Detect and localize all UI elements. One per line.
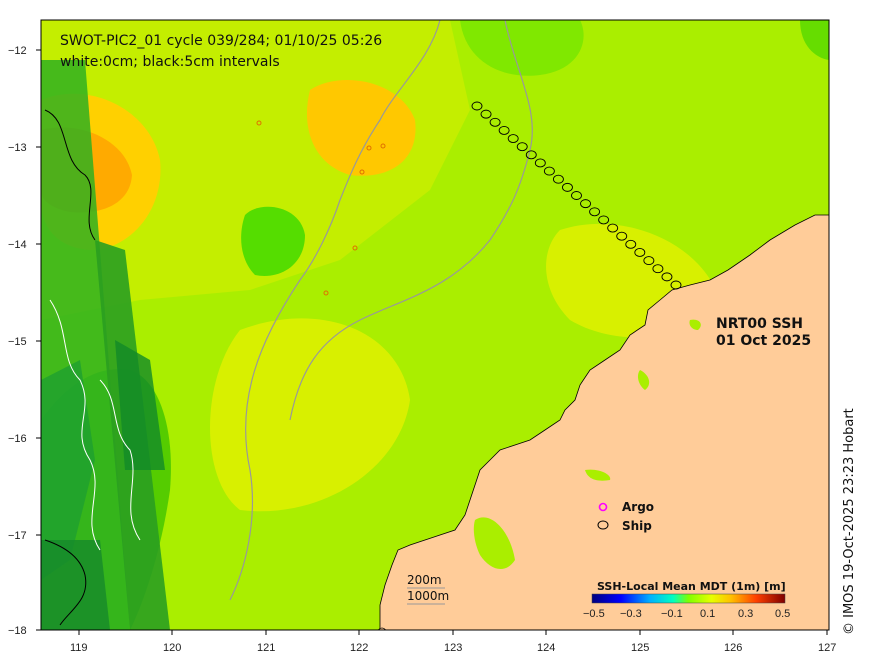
colorbar-tick-label: 0.3 (738, 608, 753, 620)
zero-contour (99, 379, 141, 541)
ssh-region (210, 318, 410, 512)
ship-position-marker (652, 264, 664, 274)
ship-position-marker (634, 248, 646, 257)
map-legend: Argo Ship (597, 500, 654, 533)
legend-ship-label: Ship (622, 519, 652, 533)
x-tick-label: 120 (163, 642, 181, 654)
colorbar: SSH-Local Mean MDT (1m) [m] −0.5 −0.3 −0… (583, 580, 790, 620)
ship-position-marker (552, 174, 564, 184)
ship-position-marker (670, 280, 682, 290)
x-tick-label: 125 (631, 642, 649, 654)
depth-legend: 200m 1000m (407, 573, 449, 605)
x-tick-label: 122 (350, 642, 368, 654)
isobath-200m (229, 20, 441, 601)
depth-200m-label: 200m (407, 573, 442, 587)
colorbar-gradient (591, 593, 786, 604)
product-date: 01 Oct 2025 (716, 333, 811, 349)
ship-position-marker (589, 207, 601, 217)
x-tick-label: 126 (724, 642, 742, 654)
y-tick-label: −17 (8, 530, 27, 542)
ship-position-marker (471, 101, 483, 111)
ship-position-marker (661, 272, 673, 282)
x-tick-label: 119 (70, 642, 88, 654)
ship-position-marker (498, 125, 510, 135)
x-tick-label: 124 (537, 642, 555, 654)
ship-position-marker (625, 239, 637, 249)
y-tick-label: −14 (8, 239, 27, 251)
island (378, 627, 386, 630)
five-cm-contour (44, 109, 96, 241)
ship-position-marker (516, 142, 528, 152)
swot-swath-right (95, 240, 170, 630)
colorbar-label: SSH-Local Mean MDT (1m) [m] (597, 580, 786, 593)
y-tick-label: −15 (8, 336, 27, 348)
ship-position-marker (562, 182, 573, 192)
y-axis: −12 −13 −14 −15 −16 −17 −18 (8, 45, 41, 637)
plot-frame (40, 19, 830, 631)
zero-contour (49, 299, 101, 551)
ship-position-marker (643, 256, 655, 266)
x-axis: 119 120 121 122 123 124 125 126 127 (70, 630, 836, 654)
y-tick-label: −13 (8, 142, 27, 154)
colorbar-tick-label: 0.1 (700, 608, 715, 620)
ship-position-marker (598, 215, 610, 225)
legend-argo-label: Argo (622, 500, 654, 514)
x-tick-label: 121 (257, 642, 275, 654)
ship-position-marker (525, 150, 537, 160)
coast-inlet (585, 469, 611, 481)
ssh-low (241, 206, 305, 276)
ship-position-marker (489, 117, 501, 127)
x-tick-label: 127 (818, 642, 836, 654)
map-title: SWOT-PIC2_01 cycle 039/284; 01/10/25 05:… (60, 33, 382, 49)
ssh-low (800, 20, 829, 60)
ship-position-marker (607, 223, 619, 233)
ship-position-marker (543, 166, 555, 176)
x-tick-label: 123 (444, 642, 462, 654)
ship-position-marker (580, 199, 591, 209)
ssh-low (460, 20, 584, 76)
coast-inlet (689, 319, 701, 330)
colorbar-tick-label: 0.5 (775, 608, 790, 620)
ssh-high (306, 80, 416, 176)
argo-symbol-icon (598, 502, 608, 512)
product-name: NRT00 SSH (716, 316, 803, 332)
y-tick-label: −18 (8, 625, 27, 637)
isobath-1000m (289, 20, 533, 421)
ship-position-marker (534, 158, 546, 168)
depth-1000m-label: 1000m (407, 589, 449, 603)
y-tick-label: −12 (8, 45, 27, 57)
map-subtitle: white:0cm; black:5cm intervals (60, 54, 280, 70)
ship-position-marker (480, 109, 492, 119)
coast-inlet (473, 517, 515, 570)
colorbar-tick-label: −0.1 (661, 608, 683, 620)
y-tick-label: −16 (8, 433, 27, 445)
swot-swath-left (41, 60, 130, 630)
ship-track (471, 101, 682, 290)
ship-symbol-icon (597, 520, 609, 530)
credit-text: © IMOS 19-Oct-2025 23:23 Hobart (842, 408, 857, 635)
ship-position-marker (571, 191, 582, 200)
ship-position-marker (616, 231, 628, 241)
five-cm-contour (44, 539, 87, 626)
coast-inlet (637, 370, 650, 390)
colorbar-tick-label: −0.3 (620, 608, 642, 620)
reef-markers (256, 120, 386, 296)
colorbar-tick-label: −0.5 (583, 608, 605, 620)
ship-position-marker (507, 134, 519, 143)
